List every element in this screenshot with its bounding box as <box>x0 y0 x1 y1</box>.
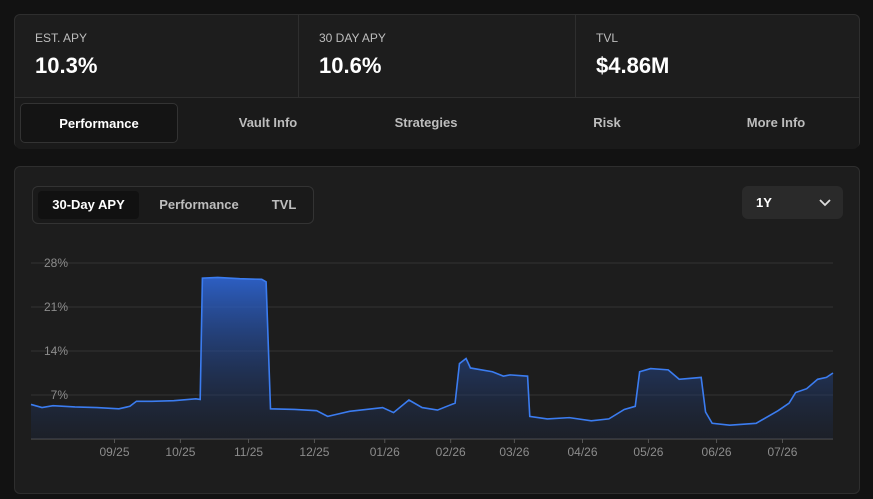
chevron <box>819 199 831 207</box>
x-tick-label: 01/26 <box>370 445 400 459</box>
x-tick-label: 09/25 <box>99 445 129 459</box>
y-tick-label: 28% <box>44 256 68 270</box>
range-select[interactable]: 1Y <box>742 186 843 219</box>
x-tick-label: 05/26 <box>633 445 663 459</box>
toggle-button[interactable]: 30-Day APY <box>38 191 139 219</box>
tab-bar: Performance Vault Info Strategies Risk M… <box>15 97 859 149</box>
line <box>30 276 834 426</box>
y-tick-label: 21% <box>44 300 68 314</box>
tab[interactable]: Risk <box>593 115 621 130</box>
chart: 7% 14% 21% 28% 09/25 10/25 11/25 12/25 01/26 02/2… <box>30 256 834 459</box>
stat-label: 30 DAY APY <box>319 31 386 45</box>
stat-value: $4.86M <box>596 53 670 78</box>
toggle-button[interactable]: TVL <box>271 197 297 212</box>
x-tick-label: 10/25 <box>165 445 195 459</box>
stat-value: 10.3% <box>35 53 98 78</box>
stat: EST. APY 10.3% <box>15 15 299 97</box>
stat-label: EST. APY <box>35 31 88 45</box>
stat: TVL $4.86M <box>576 15 861 97</box>
range-label: 1Y <box>756 195 772 210</box>
stats-card: EST. APY 10.3% 30 DAY APY 10.6% TVL $4.86M … <box>14 14 861 149</box>
x-tick-label: 07/26 <box>767 445 797 459</box>
chart-toggle: 30-Day APY Performance TVL <box>32 186 314 224</box>
stat-label: TVL <box>596 31 619 45</box>
x-tick-label: 11/25 <box>234 445 263 459</box>
x-tick-label: 03/26 <box>499 445 529 459</box>
x-tick-label: 12/25 <box>299 445 329 459</box>
tab[interactable]: More Info <box>746 115 806 130</box>
area <box>31 277 833 439</box>
x-tick-label: 06/26 <box>702 445 732 459</box>
x-tick-label: 04/26 <box>567 445 597 459</box>
tab[interactable]: Performance <box>20 103 178 143</box>
stat-value: 10.6% <box>319 53 382 78</box>
tab[interactable]: Strategies <box>394 115 458 130</box>
stat: 30 DAY APY 10.6% <box>299 15 576 97</box>
y-tick-label: 14% <box>44 344 68 358</box>
toggle-button[interactable]: Performance <box>159 197 239 212</box>
y-tick-label: 7% <box>51 388 69 402</box>
x-tick-label: 02/26 <box>436 445 466 459</box>
tab[interactable]: Vault Info <box>238 115 298 130</box>
